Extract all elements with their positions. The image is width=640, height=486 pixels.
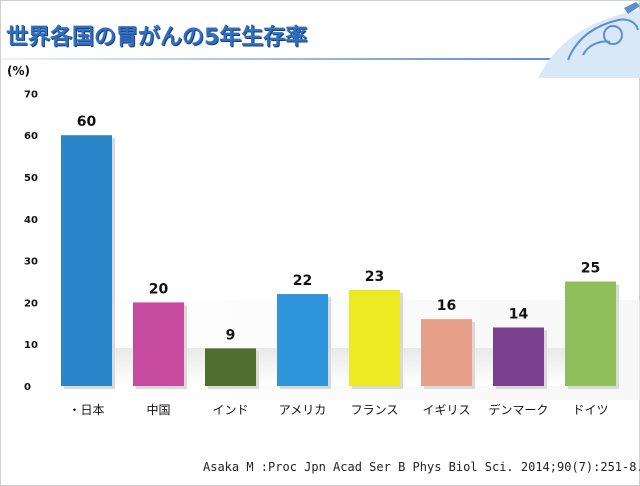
chart-floor xyxy=(56,348,620,386)
bar xyxy=(421,319,472,386)
bar xyxy=(133,302,184,386)
bar xyxy=(493,327,544,386)
data-label: 16 xyxy=(437,298,456,314)
x-category-label: 中国 xyxy=(146,402,170,417)
y-tick-label: 40 xyxy=(24,215,38,226)
citation: Asaka M :Proc Jpn Acad Ser B Phys Biol S… xyxy=(203,460,640,474)
title-underline xyxy=(0,58,640,60)
x-category-label: ・日本 xyxy=(68,403,104,417)
data-label: 25 xyxy=(581,261,600,277)
y-tick-label: 30 xyxy=(24,257,38,268)
data-label: 14 xyxy=(509,306,529,322)
x-category-label: デンマーク xyxy=(488,402,548,417)
y-tick-label: 70 xyxy=(24,89,38,100)
x-category-label: アメリカ xyxy=(279,403,326,417)
bar xyxy=(565,281,616,386)
bar xyxy=(349,289,400,386)
bar xyxy=(277,294,328,386)
x-category-label: フランス xyxy=(351,403,399,417)
decorative-illustration xyxy=(538,2,640,78)
x-category-label: ドイツ xyxy=(572,403,608,417)
chart-title: 世界各国の胃がんの5年生存率 xyxy=(6,25,308,50)
data-label: 20 xyxy=(149,281,169,297)
data-label: 9 xyxy=(226,327,236,343)
x-category-label: インド xyxy=(212,403,248,417)
data-label: 23 xyxy=(365,269,384,285)
y-axis-unit-label: (%) xyxy=(7,64,30,78)
y-tick-label: 60 xyxy=(24,131,38,142)
data-label: 60 xyxy=(77,114,97,130)
data-label: 22 xyxy=(293,273,312,289)
x-category-label: イギリス xyxy=(422,403,470,417)
y-tick-label: 20 xyxy=(24,298,38,309)
y-tick-label: 10 xyxy=(24,340,38,351)
bar xyxy=(205,348,256,386)
y-tick-label: 50 xyxy=(24,173,38,184)
y-tick-label: 0 xyxy=(24,382,31,393)
bar xyxy=(61,135,112,386)
